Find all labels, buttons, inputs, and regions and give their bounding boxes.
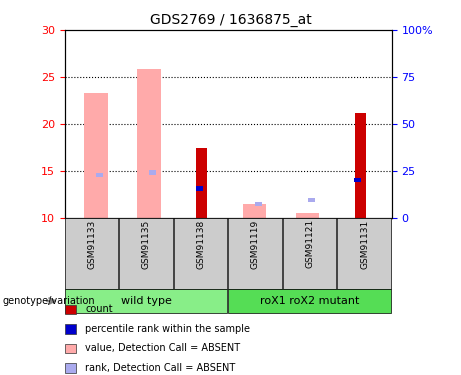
Bar bbox=[242, 204, 266, 218]
Text: GSM91121: GSM91121 bbox=[306, 219, 314, 268]
Bar bbox=[65, 289, 227, 313]
Text: GSM91119: GSM91119 bbox=[251, 219, 260, 268]
Bar bbox=[228, 289, 391, 313]
Text: GSM91135: GSM91135 bbox=[142, 219, 151, 268]
Bar bbox=[283, 217, 337, 289]
Bar bbox=[355, 112, 366, 218]
Bar bbox=[65, 324, 76, 334]
Bar bbox=[354, 178, 361, 182]
Bar bbox=[65, 304, 76, 314]
Text: percentile rank within the sample: percentile rank within the sample bbox=[85, 324, 250, 334]
Text: roX1 roX2 mutant: roX1 roX2 mutant bbox=[260, 296, 360, 306]
Bar bbox=[65, 363, 76, 373]
Text: GSM91131: GSM91131 bbox=[360, 219, 369, 268]
Text: rank, Detection Call = ABSENT: rank, Detection Call = ABSENT bbox=[85, 363, 236, 373]
Text: value, Detection Call = ABSENT: value, Detection Call = ABSENT bbox=[85, 344, 240, 353]
Bar bbox=[65, 217, 118, 289]
Bar bbox=[255, 202, 262, 207]
Text: wild type: wild type bbox=[121, 296, 172, 306]
Text: GSM91138: GSM91138 bbox=[196, 219, 206, 268]
Bar bbox=[119, 217, 173, 289]
Bar bbox=[296, 213, 319, 217]
Bar bbox=[149, 170, 156, 175]
Bar bbox=[137, 69, 161, 218]
Bar bbox=[228, 217, 282, 289]
Bar bbox=[196, 148, 207, 217]
Bar bbox=[337, 217, 391, 289]
Bar bbox=[307, 198, 314, 202]
Bar bbox=[174, 217, 227, 289]
Text: count: count bbox=[85, 304, 113, 314]
Text: genotype/variation: genotype/variation bbox=[2, 296, 95, 306]
Bar bbox=[195, 186, 203, 190]
Bar bbox=[65, 344, 76, 353]
Bar bbox=[84, 93, 108, 218]
Text: GSM91133: GSM91133 bbox=[87, 219, 96, 268]
Bar bbox=[96, 173, 103, 177]
Text: GDS2769 / 1636875_at: GDS2769 / 1636875_at bbox=[150, 13, 311, 27]
